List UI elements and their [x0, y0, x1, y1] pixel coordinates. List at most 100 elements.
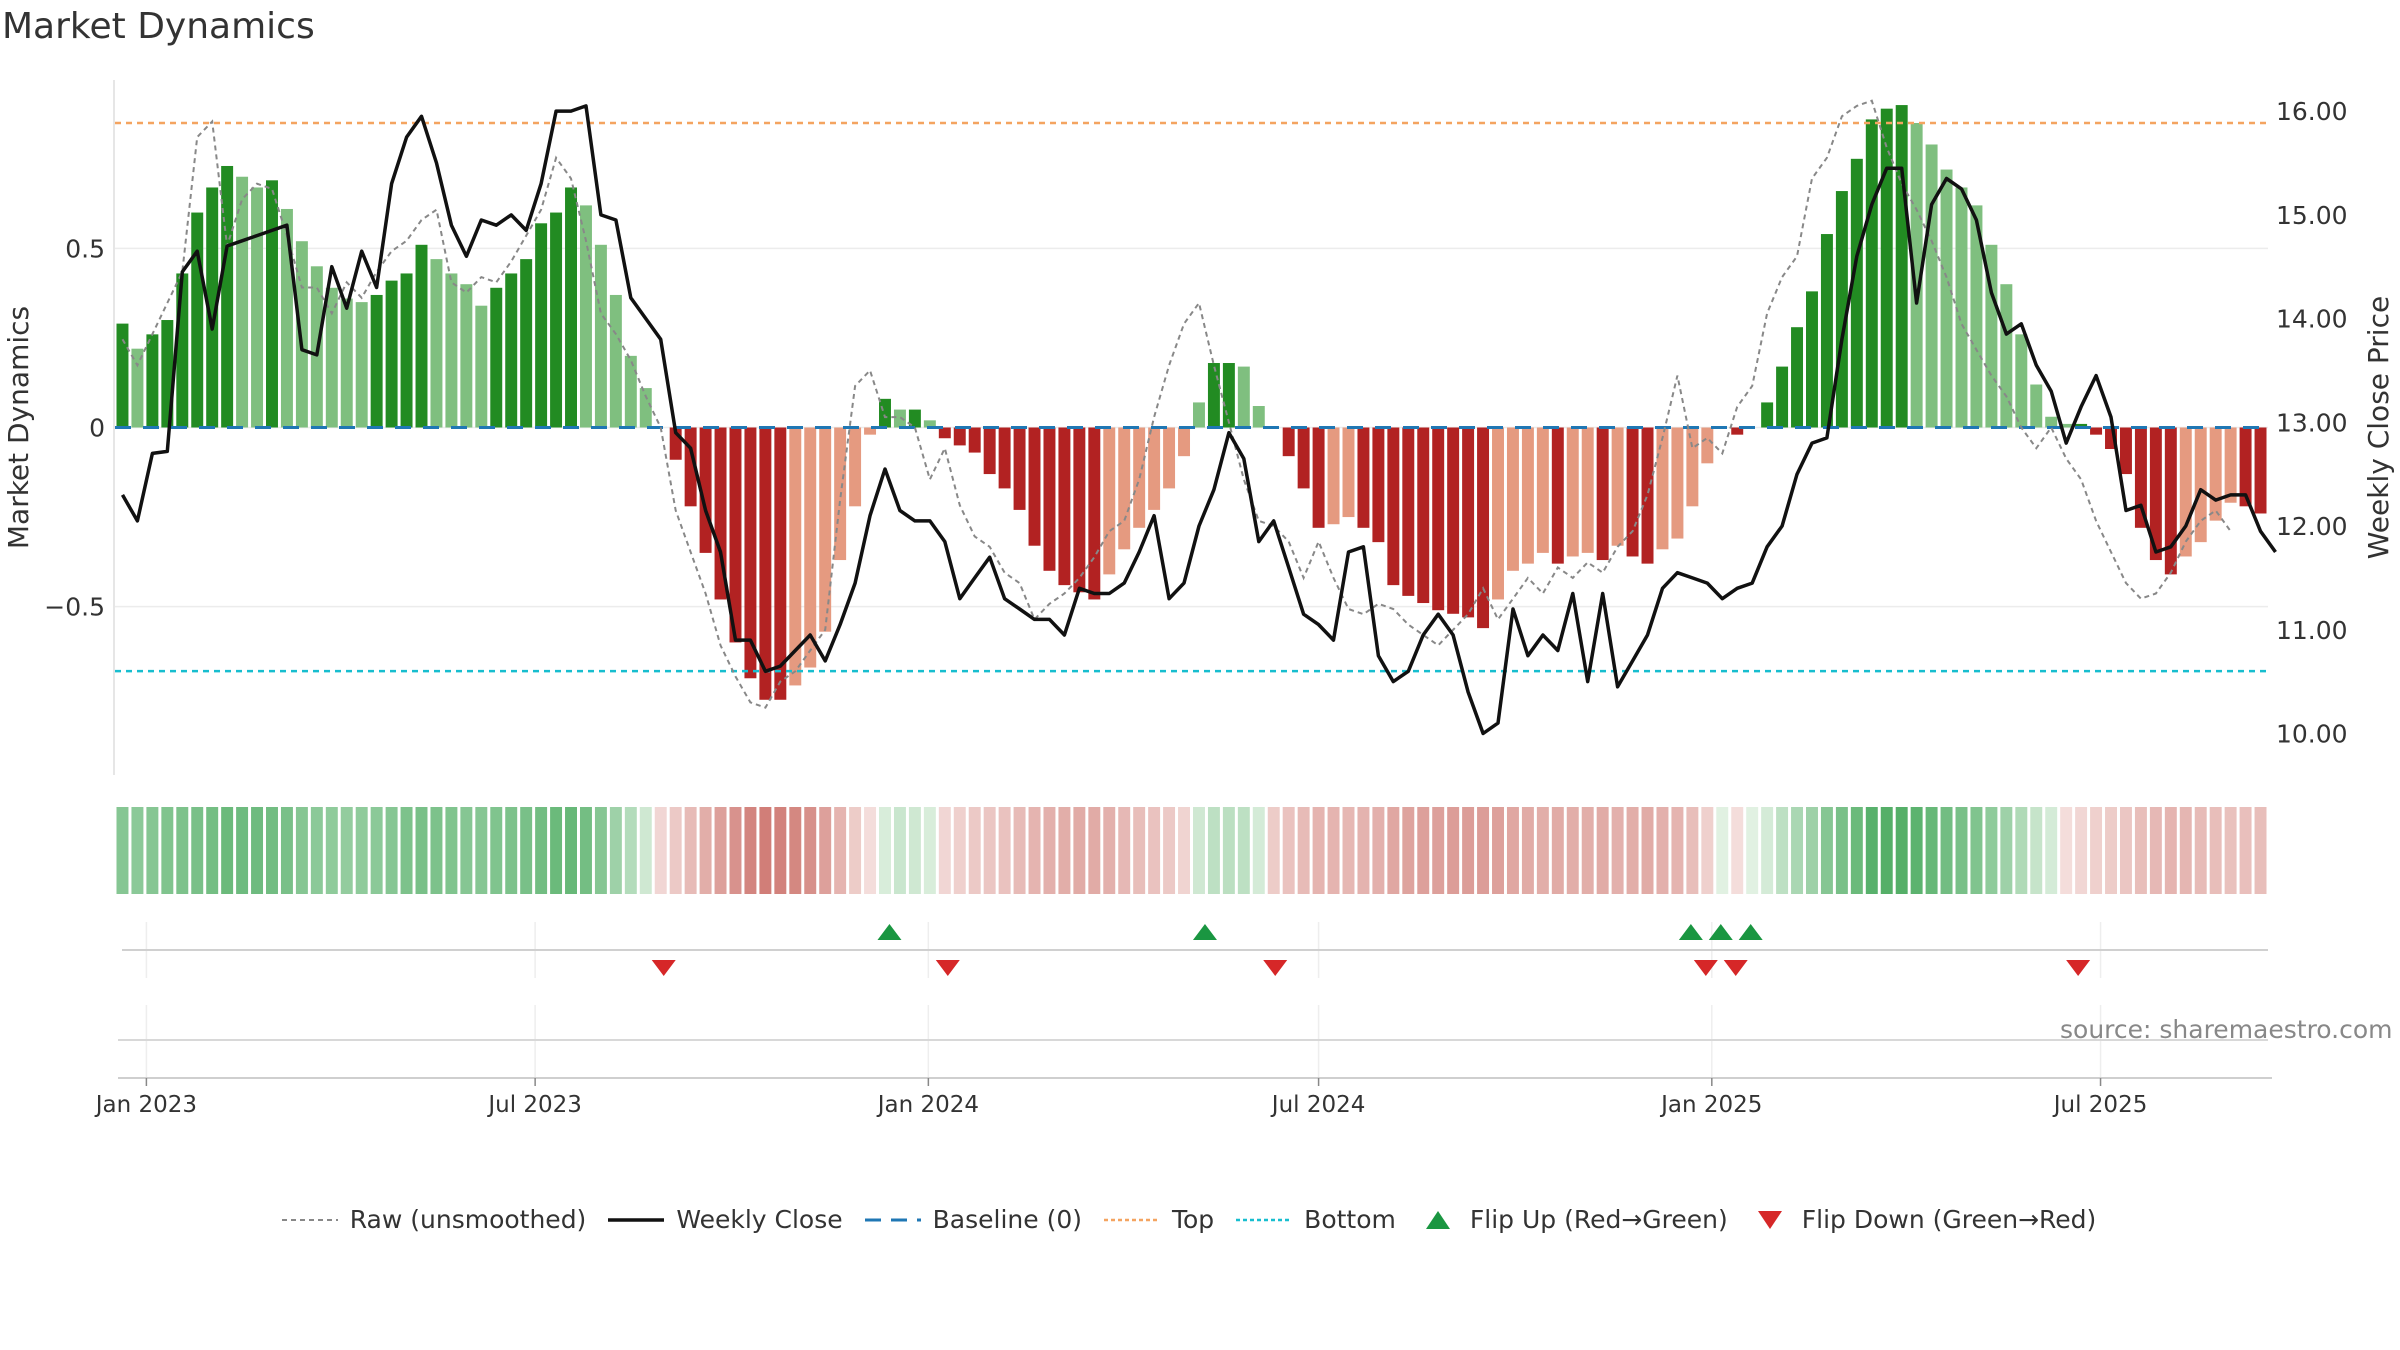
dynamics-bar	[1581, 427, 1594, 553]
dynamics-bar	[1566, 427, 1579, 557]
dynamics-bar	[2149, 427, 2162, 561]
heat-cell	[385, 807, 398, 894]
heat-cell	[684, 807, 697, 894]
heat-cell	[893, 807, 906, 894]
heat-cell	[1820, 807, 1833, 894]
dynamics-bar	[2209, 427, 2222, 521]
dynamics-bar	[206, 187, 219, 428]
right-tick-label: 11.00	[2276, 616, 2348, 645]
flip-down-marker	[1263, 960, 1288, 976]
dynamics-bar	[1252, 406, 1265, 428]
heat-cell	[1940, 807, 1953, 894]
heat-cell	[1895, 807, 1908, 894]
dynamics-bar	[1641, 427, 1654, 564]
dynamics-bar	[1835, 191, 1848, 428]
dynamics-bar	[1820, 234, 1833, 428]
dynamics-bar	[251, 187, 264, 428]
heat-cell	[1207, 807, 1220, 894]
heat-cell	[1521, 807, 1534, 894]
heat-cell	[1746, 807, 1759, 894]
dynamics-bar	[2224, 427, 2237, 503]
heat-cell	[953, 807, 966, 894]
axes: 0.5 0 −0.5 16.00 15.00 14.00 13.00 12.00 11.00 10…	[2, 80, 2395, 775]
heat-cell	[1581, 807, 1594, 894]
heat-cell	[998, 807, 1011, 894]
dynamics-bar	[2090, 427, 2103, 435]
heat-cell	[460, 807, 473, 894]
dynamics-bar	[639, 388, 652, 428]
heat-cell	[2179, 807, 2192, 894]
dynamics-bar	[2000, 284, 2013, 428]
legend-item-baseline: Baseline (0)	[864, 1205, 1082, 1234]
dynamics-bar	[1207, 363, 1220, 428]
flip-up-marker	[877, 924, 902, 940]
heat-cell	[1536, 807, 1549, 894]
dynamics-bar	[1058, 427, 1071, 586]
heat-cell	[1671, 807, 1684, 894]
heat-cell	[654, 807, 667, 894]
heat-cell	[310, 807, 323, 894]
heat-cell	[415, 807, 428, 894]
dynamics-bar	[1178, 427, 1191, 457]
raw-line	[121, 99, 2232, 709]
dynamics-bar	[1551, 427, 1564, 564]
dynamics-bar	[789, 427, 802, 686]
dynamics-bar	[280, 208, 293, 428]
heat-cell	[1297, 807, 1310, 894]
heat-cell	[1178, 807, 1191, 894]
dynamics-bar	[1327, 427, 1340, 525]
heat-cell	[1880, 807, 1893, 894]
dynamics-bar	[2194, 427, 2207, 543]
dynamics-bar	[684, 427, 697, 507]
heat-cell	[639, 807, 652, 894]
heat-cell	[1237, 807, 1250, 894]
dynamics-bar	[1387, 427, 1400, 586]
heat-cell	[908, 807, 921, 894]
heat-cell	[1148, 807, 1161, 894]
heat-cell	[744, 807, 757, 894]
dynamics-bar	[161, 320, 174, 428]
dynamics-bar	[221, 165, 234, 428]
flip-up-marker	[1678, 924, 1703, 940]
triangle-down-icon	[1757, 1210, 1782, 1229]
dynamics-bar	[879, 398, 891, 428]
dynamics-bar	[1536, 427, 1549, 553]
heat-cell	[161, 807, 174, 894]
heat-cell	[2254, 807, 2267, 894]
heat-cell	[1013, 807, 1026, 894]
right-axis-label: Weekly Close Price	[2362, 296, 2395, 559]
dynamics-bar	[490, 287, 503, 428]
heat-cell	[2224, 807, 2237, 894]
flip-markers-panel	[122, 922, 2268, 978]
heat-cell	[550, 807, 563, 894]
heat-cell	[714, 807, 727, 894]
flip-up-marker	[1708, 924, 1733, 940]
heat-cell	[520, 807, 533, 894]
heat-cell	[1910, 807, 1923, 894]
heat-cell	[191, 807, 204, 894]
dynamics-bar	[804, 427, 817, 668]
dynamics-bar	[744, 427, 757, 679]
right-tick-label: 10.00	[2276, 720, 2348, 749]
market-dynamics-bars	[116, 105, 2267, 700]
dynamics-bar	[565, 187, 577, 428]
dynamics-bar	[624, 355, 637, 428]
x-tick-label: Jan 2023	[94, 1092, 197, 1118]
dynamics-bar	[849, 427, 862, 507]
heat-cell	[176, 807, 189, 894]
heat-cell	[535, 807, 548, 894]
dynamics-bar	[266, 180, 278, 428]
heat-cell	[774, 807, 787, 894]
heat-cell	[1656, 807, 1669, 894]
triangle-up-icon	[1425, 1210, 1450, 1229]
dynamics-bar	[340, 298, 353, 428]
dynamics-bar	[1865, 119, 1878, 428]
heat-cell	[1447, 807, 1460, 894]
flip-down-marker	[1723, 960, 1748, 976]
heat-cell	[2209, 807, 2222, 894]
dynamics-bar	[400, 273, 413, 428]
heat-cell	[1492, 807, 1504, 894]
heat-cell	[370, 807, 383, 894]
dynamics-bar	[953, 427, 966, 446]
